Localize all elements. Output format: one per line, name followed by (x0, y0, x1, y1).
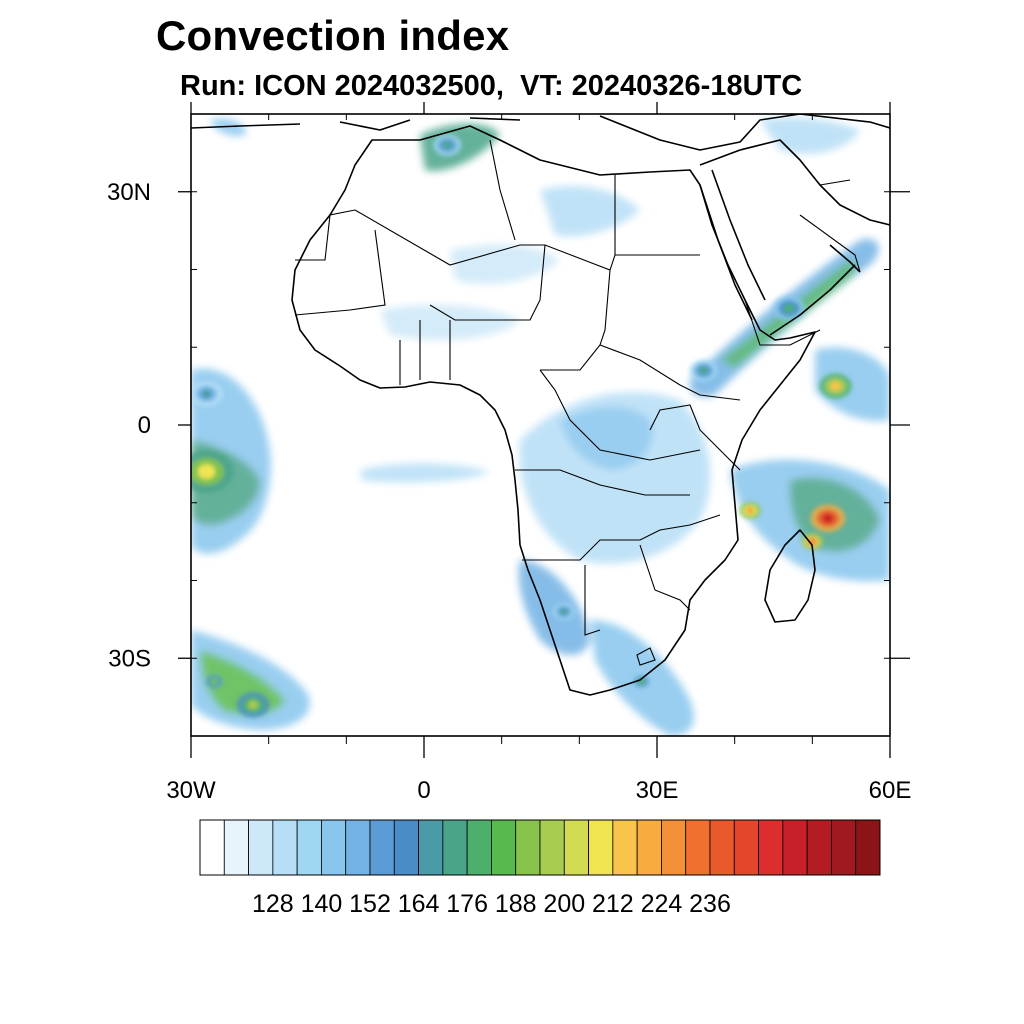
convection-cell-core (822, 513, 834, 524)
convection-cell-core (746, 507, 754, 514)
colorbar-swatch (539, 819, 565, 876)
field-sahara (450, 244, 560, 284)
colorbar-swatch (296, 819, 322, 876)
colorbar-swatch (733, 819, 759, 876)
colorbar-swatch (199, 819, 225, 876)
colorbar-swatch (515, 819, 541, 876)
border-mauritania (294, 229, 386, 316)
chart-title: Convection index (156, 12, 510, 59)
colorbar-swatch (806, 819, 832, 876)
colorbar-label: 140 (301, 890, 343, 918)
colorbar-swatch (636, 819, 662, 876)
colorbar-label: 152 (349, 890, 391, 918)
convection-cell-core (247, 700, 259, 710)
colorbar-swatch (393, 819, 419, 876)
border-west-africa (399, 320, 451, 385)
border-niger (429, 244, 546, 321)
lon-tick-label: 60E (869, 777, 912, 804)
convection-cells (191, 133, 852, 718)
lat-tick-label: 30S (108, 645, 151, 672)
border-arabia (799, 179, 861, 273)
coastlines (191, 114, 890, 696)
red-sea-west (699, 184, 753, 321)
lon-tick-label: 0 (417, 777, 430, 804)
field-arabian-sea (815, 347, 890, 421)
border-car-drc (539, 369, 701, 461)
border-botswana (584, 544, 691, 636)
europe-coastline (191, 114, 890, 151)
madagascar-coastline (764, 529, 816, 623)
colorbar-swatch (661, 819, 687, 876)
colorbar-swatch (369, 819, 395, 876)
border-algeria-libya (489, 139, 516, 241)
colorbar-label: 224 (641, 890, 683, 918)
convection-cell-core (197, 464, 216, 480)
convection-cell-core (783, 303, 795, 313)
colorbar-swatch (685, 819, 711, 876)
lat-tick-label: 30N (107, 179, 151, 206)
convection-cell-core (211, 679, 218, 684)
chart-subtitle: Run: ICON 2024032500, VT: 20240326-18UTC (180, 70, 803, 102)
colorbar: 128 140 152 164 176 188 200 212 224 236 (199, 819, 881, 918)
field-guinea-streak (360, 463, 490, 483)
colorbar-swatch (418, 819, 444, 876)
lat-tick-label: 0 (138, 412, 151, 439)
colorbar-label: 188 (495, 890, 537, 918)
border-sudan-south (599, 344, 741, 401)
colorbar-swatch (612, 819, 638, 876)
border-morocco (295, 209, 356, 261)
border-east-africa (649, 404, 741, 471)
colorbar-swatch (345, 819, 371, 876)
colorbar-frame (199, 819, 881, 876)
colorbar-swatch (442, 819, 468, 876)
axes: 30N 0 30S 30W 0 30E 60E (107, 102, 911, 804)
convection-cell-core (560, 608, 568, 615)
colorbar-label: 200 (543, 890, 585, 918)
colorbar-label: 128 (252, 890, 294, 918)
colorbar-swatch (321, 819, 347, 876)
colorbar-swatch (223, 819, 249, 876)
colorbar-swatch (782, 819, 808, 876)
colorbar-label: 176 (446, 890, 488, 918)
colorbar-swatch (588, 819, 614, 876)
convection-field (191, 117, 890, 736)
convection-cell-core (830, 381, 841, 391)
border-lesotho (636, 647, 656, 666)
colorbar-swatch (272, 819, 298, 876)
colorbar-swatch (831, 819, 857, 876)
colorbar-label: 236 (689, 890, 731, 918)
border-zambia (522, 514, 721, 561)
convection-cell-core (201, 389, 212, 399)
country-borders (294, 139, 861, 666)
arabia-coastline (699, 139, 890, 336)
colorbar-swatch (466, 819, 492, 876)
colorbar-swatch (248, 819, 274, 876)
colorbar-swatch (855, 819, 881, 876)
colorbar-swatch (758, 819, 784, 876)
lon-tick-label: 30W (166, 777, 216, 804)
field-congo (560, 406, 653, 470)
convection-cell-core (699, 366, 709, 375)
colorbar-label: 164 (398, 890, 440, 918)
convection-cell-core (442, 141, 452, 149)
lon-tick-label: 30E (636, 777, 679, 804)
red-sea-east (711, 169, 766, 301)
colorbar-swatch (563, 819, 589, 876)
colorbar-label: 212 (592, 890, 634, 918)
colorbar-swatch (709, 819, 735, 876)
border-ethiopia (744, 299, 821, 346)
colorbar-swatch (491, 819, 517, 876)
border-drc-angola (515, 469, 690, 496)
